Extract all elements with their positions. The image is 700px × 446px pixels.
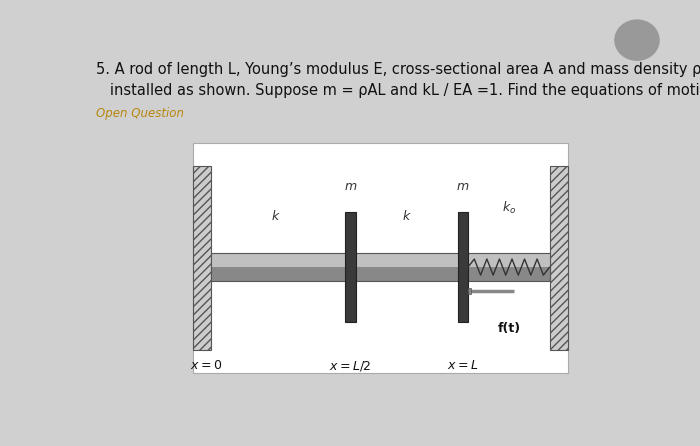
Bar [345, 212, 356, 322]
Text: m: m [456, 181, 469, 194]
Text: m: m [344, 181, 356, 194]
Bar [550, 166, 568, 350]
Bar [211, 253, 550, 281]
Text: $x=L$: $x=L$ [447, 359, 478, 372]
Bar [458, 212, 468, 322]
Text: 5. A rod of length L, Young’s modulus E, cross-sectional area A and mass density: 5. A rod of length L, Young’s modulus E,… [96, 62, 700, 77]
Text: f(t): f(t) [497, 322, 520, 335]
Text: Open Question: Open Question [96, 107, 183, 120]
Bar [211, 267, 550, 281]
Circle shape [615, 20, 659, 60]
Text: $k_o$: $k_o$ [502, 200, 516, 216]
Bar [468, 289, 471, 294]
Bar [211, 253, 550, 267]
Text: $x=L/2$: $x=L/2$ [329, 359, 372, 373]
Text: installed as shown. Suppose m = ρAL and kL / EA =1. Find the equations of motion: installed as shown. Suppose m = ρAL and … [96, 83, 700, 98]
Bar [193, 166, 211, 350]
Bar [193, 143, 568, 373]
Text: k: k [272, 211, 279, 223]
Text: $x=0$: $x=0$ [190, 359, 222, 372]
Text: k: k [403, 211, 410, 223]
